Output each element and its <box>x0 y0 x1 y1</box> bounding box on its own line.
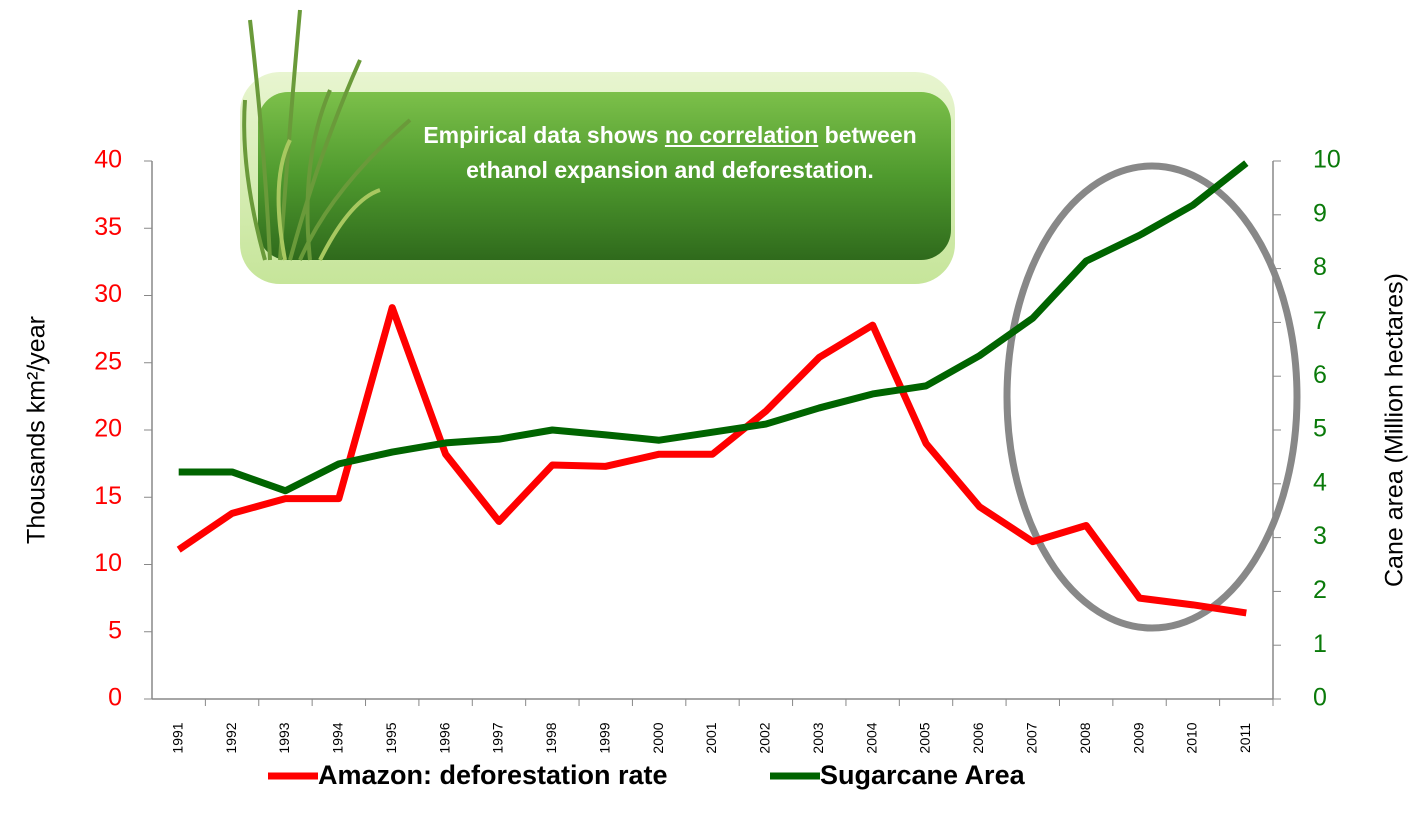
x-tick-label: 2009 <box>1130 722 1146 753</box>
y2-tick-label: 0 <box>1313 684 1327 712</box>
legend-label: Amazon: deforestation rate <box>318 760 668 790</box>
y2-tick-label: 9 <box>1313 199 1327 227</box>
y-tick-label: 5 <box>108 616 122 644</box>
y-axis-title: Thousands km²/year <box>23 316 51 544</box>
y2-tick-label: 2 <box>1313 576 1327 604</box>
x-tick-label: 2005 <box>917 722 933 753</box>
y2-tick-label: 7 <box>1313 307 1327 335</box>
x-tick-label: 1997 <box>490 722 506 753</box>
y2-axis-title: Cane area (Million hectares) <box>1381 273 1409 587</box>
callout-underlined: no correlation <box>665 122 818 148</box>
highlight-ellipse <box>1007 166 1297 628</box>
y2-tick-label: 4 <box>1313 468 1327 496</box>
x-tick-label: 1993 <box>276 722 292 753</box>
x-tick-label: 1995 <box>383 722 399 753</box>
y-tick-label: 15 <box>94 482 122 510</box>
series-line <box>179 308 1247 613</box>
y2-tick-label: 8 <box>1313 253 1327 281</box>
y2-tick-label: 10 <box>1313 146 1341 174</box>
x-tick-label: 2001 <box>703 722 719 753</box>
x-tick-label: 1994 <box>330 722 346 753</box>
x-tick-label: 2002 <box>757 722 773 753</box>
callout-part: Empirical data shows <box>423 122 665 148</box>
x-tick-label: 2006 <box>970 722 986 753</box>
x-tick-label: 2011 <box>1237 723 1253 753</box>
y-tick-label: 10 <box>94 549 122 577</box>
x-tick-label: 2007 <box>1023 722 1039 753</box>
y-tick-label: 20 <box>94 415 122 443</box>
page: Thousands km²/year Cane area (Million he… <box>0 0 1415 819</box>
x-tick-label: 1992 <box>223 722 239 753</box>
x-tick-label: 1999 <box>596 722 612 753</box>
x-tick-label: 2000 <box>650 722 666 753</box>
y-tick-label: 35 <box>94 213 122 241</box>
y2-tick-label: 6 <box>1313 361 1327 389</box>
y-tick-label: 0 <box>108 684 122 712</box>
y2-tick-label: 1 <box>1313 630 1327 658</box>
x-tick-label: 1991 <box>169 722 185 753</box>
legend-label: Sugarcane Area <box>820 760 1026 790</box>
y-tick-label: 25 <box>94 347 122 375</box>
y2-tick-label: 5 <box>1313 415 1327 443</box>
x-tick-label: 1998 <box>543 722 559 753</box>
x-tick-label: 2008 <box>1077 722 1093 753</box>
x-tick-label: 1996 <box>436 722 452 753</box>
y-tick-label: 40 <box>94 146 122 174</box>
y2-tick-label: 3 <box>1313 522 1327 550</box>
y-tick-label: 30 <box>94 280 122 308</box>
x-tick-label: 2003 <box>810 722 826 753</box>
callout-text: Empirical data shows no correlation betw… <box>420 118 920 188</box>
x-tick-label: 2010 <box>1184 722 1200 753</box>
x-tick-label: 2004 <box>863 722 879 753</box>
